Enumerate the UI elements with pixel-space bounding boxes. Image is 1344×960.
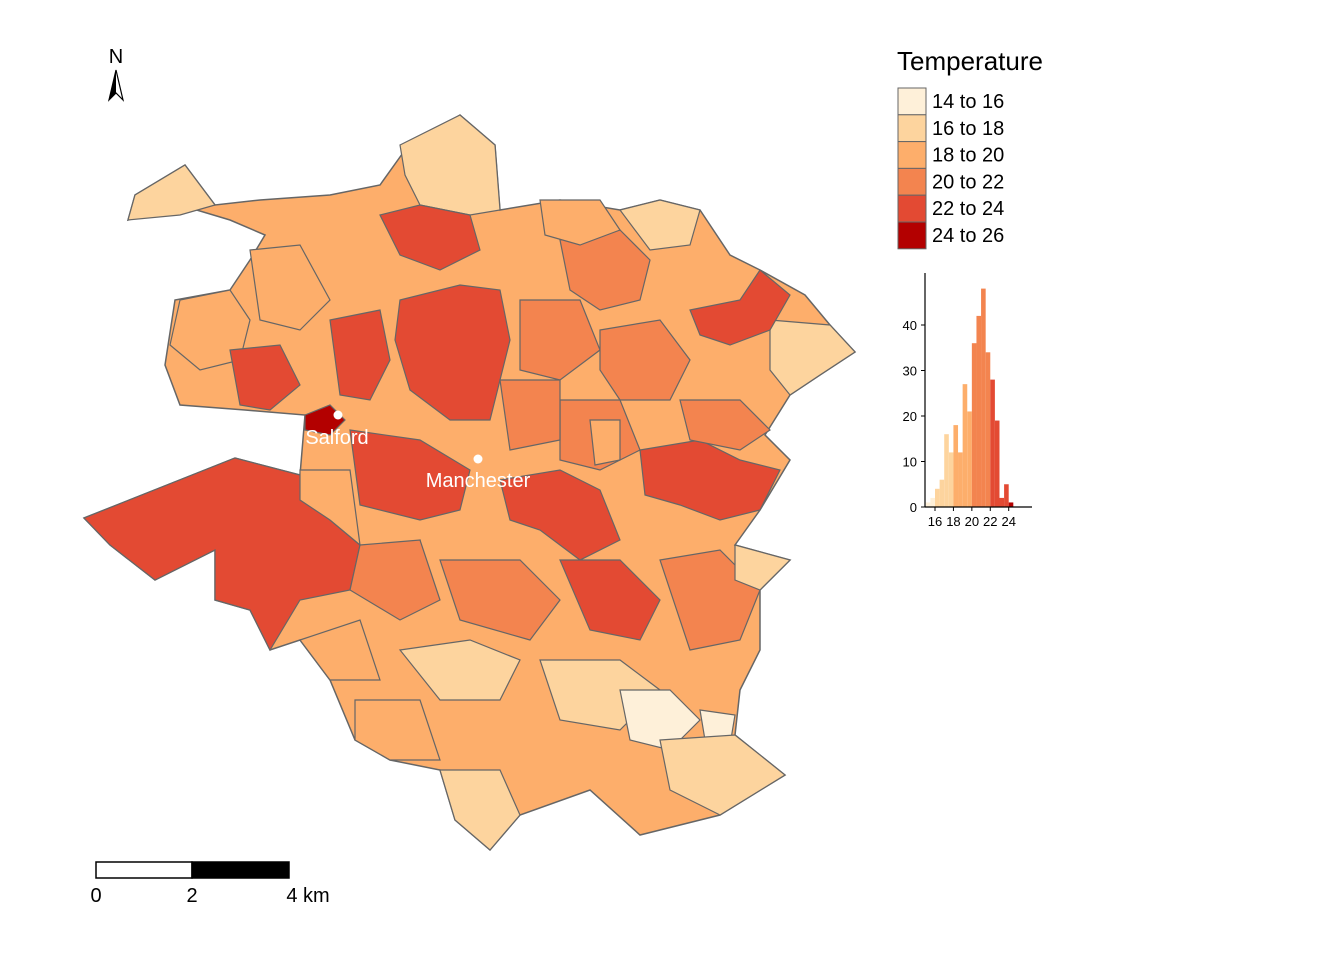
scale-label-2: 2 <box>186 885 197 907</box>
district-polygon <box>439 769 521 851</box>
legend-swatch <box>897 194 927 223</box>
district-polygon <box>639 439 781 521</box>
legend-label: 24 to 26 <box>932 225 1004 247</box>
district-polygon <box>349 429 471 521</box>
scale-bar-segment-black <box>191 861 290 879</box>
north-arrow: N <box>107 46 125 102</box>
district-polygon <box>354 699 441 761</box>
district-polygon <box>379 204 481 271</box>
histogram-bar <box>990 379 995 507</box>
histogram-bar <box>948 452 954 507</box>
y-tick-label: 30 <box>903 364 917 379</box>
legend-swatch <box>897 167 927 196</box>
district-polygon <box>127 164 217 221</box>
histogram-bar <box>994 420 1000 507</box>
district-polygon <box>399 114 501 216</box>
district-polygon <box>299 619 381 681</box>
district-polygon <box>689 269 791 346</box>
scale-bar-segment-white <box>95 861 193 879</box>
district-polygon <box>679 399 771 451</box>
place-markers: Salford Manchester <box>305 410 531 492</box>
district-polygon <box>599 319 691 401</box>
histogram-bar <box>962 384 968 507</box>
histogram-bar <box>958 452 963 507</box>
legend-label: 16 to 18 <box>932 118 1004 140</box>
histogram-bar <box>981 288 986 507</box>
north-arrow-half-icon <box>109 70 116 100</box>
district-polygon <box>539 199 621 246</box>
y-tick-label: 40 <box>903 318 917 333</box>
scale-bar: 0 2 4 km <box>90 861 330 907</box>
legend-label: 20 to 22 <box>932 171 1004 193</box>
histogram-bar <box>976 315 982 507</box>
histogram-bar <box>1004 484 1009 507</box>
histogram-inset: 0 10 20 30 40 16 18 20 22 24 <box>903 273 1032 529</box>
x-tick-label: 20 <box>965 514 979 529</box>
district-polygon <box>299 469 361 547</box>
district-polygon <box>734 544 792 591</box>
x-tick-label: 18 <box>946 514 960 529</box>
x-tick-label: 16 <box>928 514 942 529</box>
y-tick-label: 10 <box>903 455 917 470</box>
histogram-bar <box>935 488 940 507</box>
legend: Temperature 14 to 16 16 to 18 18 to 20 20 t… <box>897 46 1043 250</box>
choropleth-map <box>82 114 857 852</box>
district-polygon <box>589 419 621 466</box>
legend-label: 18 to 20 <box>932 145 1004 167</box>
north-label: N <box>109 46 123 68</box>
histogram-bar <box>971 343 977 507</box>
district-polygon <box>559 559 661 641</box>
scale-label-0: 0 <box>90 885 101 907</box>
district-polygon <box>349 539 441 621</box>
district-polygon <box>499 469 621 561</box>
y-tick-label: 20 <box>903 409 917 424</box>
legend-label: 22 to 24 <box>932 198 1004 220</box>
district-polygon <box>229 344 301 411</box>
district-polygon <box>519 299 601 381</box>
district-polygon <box>329 309 391 401</box>
salford-label: Salford <box>305 427 368 449</box>
district-polygon <box>394 284 511 421</box>
histogram-axes: 0 10 20 30 40 16 18 20 22 24 <box>903 273 1032 529</box>
histogram-bar <box>953 425 959 507</box>
district-polygon <box>398 639 521 701</box>
histogram-bar <box>925 502 931 507</box>
legend-swatch <box>897 141 927 169</box>
manchester-label: Manchester <box>426 470 531 492</box>
histogram-bar <box>999 497 1005 507</box>
histogram-bar <box>1008 502 1014 507</box>
legend-swatch <box>897 221 927 250</box>
histogram-bar <box>967 411 972 507</box>
legend-swatch <box>897 87 927 116</box>
histogram-bar <box>930 497 935 507</box>
scale-label-4km: 4 km <box>286 885 329 907</box>
legend-swatch <box>897 114 927 143</box>
legend-label: 14 to 16 <box>932 91 1004 113</box>
x-tick-label: 24 <box>1001 514 1015 529</box>
manchester-point <box>473 454 483 464</box>
histogram-bars <box>925 288 1014 507</box>
legend-rows: 14 to 16 16 to 18 18 to 20 20 to 22 22 to 24… <box>897 87 1004 250</box>
histogram-bar <box>985 352 991 507</box>
histogram-bar <box>944 434 949 507</box>
district-polygon <box>499 379 561 451</box>
district-polygon <box>618 199 701 251</box>
x-tick-label: 22 <box>983 514 997 529</box>
salford-point <box>333 410 343 420</box>
district-polygon <box>769 319 856 396</box>
histogram-bar <box>939 479 945 507</box>
district-polygon <box>659 734 787 816</box>
district-polygon <box>619 689 701 751</box>
legend-title: Temperature <box>897 46 1043 76</box>
district-polygon <box>249 244 331 331</box>
y-tick-label: 0 <box>910 500 917 515</box>
district-polygon <box>439 559 561 641</box>
